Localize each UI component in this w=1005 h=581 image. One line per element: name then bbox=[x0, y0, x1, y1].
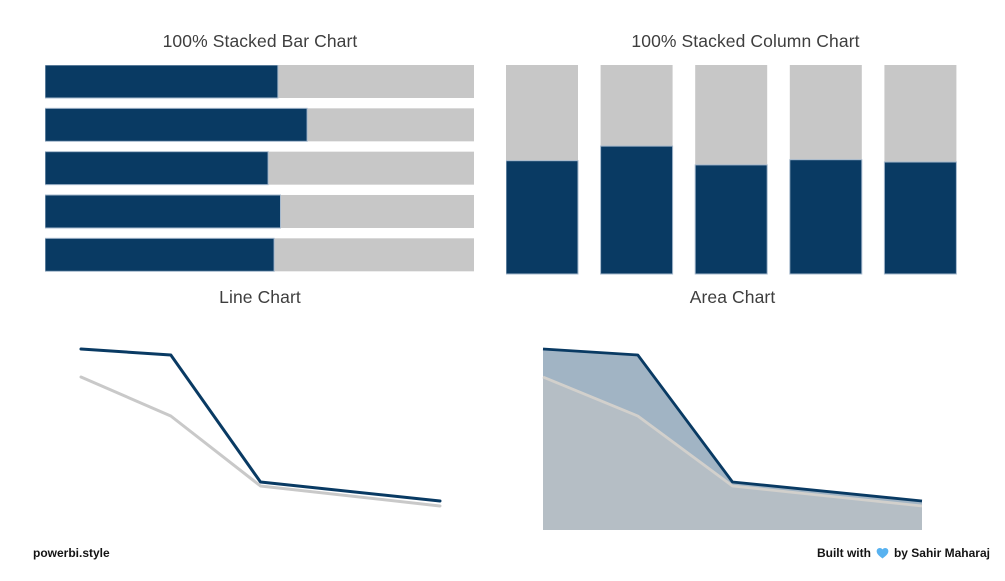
stacked-bar-chart-title: 100% Stacked Bar Chart bbox=[162, 31, 358, 51]
heart-icon bbox=[876, 548, 889, 559]
area-chart-title: Area Chart bbox=[689, 287, 776, 307]
line-chart bbox=[79, 347, 442, 508]
stacked-column-chart bbox=[506, 65, 957, 275]
credit-line: Built with by Sahir Maharaj bbox=[817, 546, 990, 560]
stacked-bar-chart bbox=[45, 65, 474, 272]
line-chart-title: Line Chart bbox=[219, 287, 301, 307]
powerbi-style-link[interactable]: powerbi.style bbox=[33, 546, 110, 560]
credit-prefix: Built with bbox=[816, 546, 871, 560]
area-chart bbox=[542, 347, 923, 530]
stacked-column-chart-title: 100% Stacked Column Chart bbox=[631, 31, 860, 51]
credit-author[interactable]: by Sahir Maharaj bbox=[893, 546, 990, 560]
